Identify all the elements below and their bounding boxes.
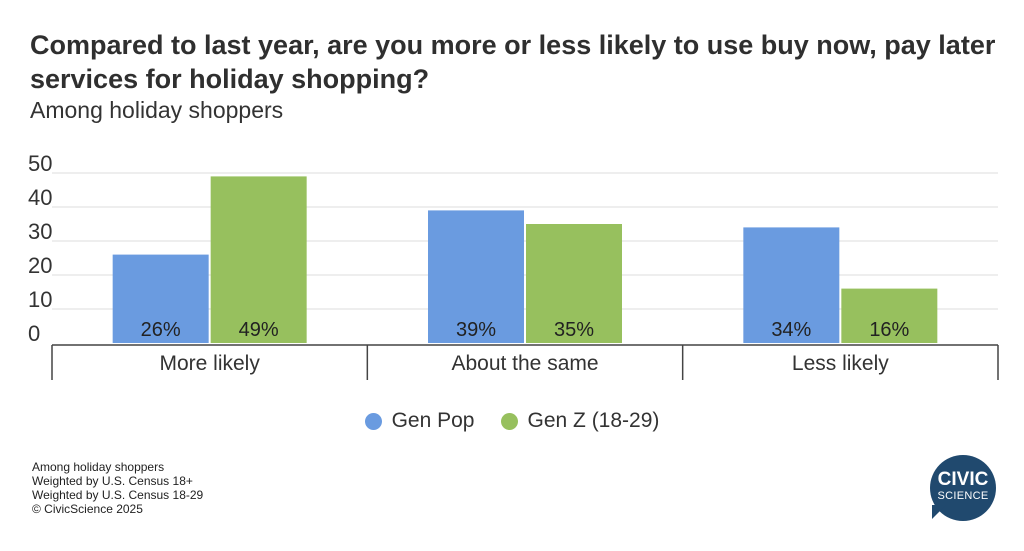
civicscience-logo: CIVIC SCIENCE: [930, 455, 996, 521]
data-label-gen-pop-0: 26%: [141, 319, 181, 341]
data-label-gen-pop-2: 34%: [771, 319, 811, 341]
y-tick-label-10: 10: [28, 287, 52, 312]
legend-label-gen-pop: Gen Pop: [391, 409, 475, 432]
data-label-gen-pop-1: 39%: [456, 319, 496, 341]
legend: Gen Pop Gen Z (18-29): [0, 409, 1024, 433]
bar-gen-z-18-29--2: [841, 288, 938, 343]
footnote-weight-18-29: Weighted by U.S. Census 18-29: [32, 488, 204, 502]
y-tick-label-50: 50: [28, 151, 52, 176]
x-tick-label-0: More likely: [159, 352, 260, 375]
bar-gen-pop-1: [428, 210, 524, 343]
bar-gen-pop-0: [112, 254, 209, 343]
x-tick-label-2: Less likely: [792, 352, 889, 375]
legend-item-gen-z: Gen Z (18-29): [500, 409, 660, 433]
footnote-sample: Among holiday shoppers: [32, 460, 165, 474]
y-tick-label-20: 20: [28, 253, 52, 278]
legend-label-gen-z: Gen Z (18-29): [527, 409, 660, 432]
footnote-copyright: © CivicScience 2025: [32, 502, 143, 516]
legend-swatch-gen-z: [500, 412, 518, 430]
y-tick-label-30: 30: [28, 219, 52, 244]
footnotes: Among holiday shoppers Weighted by U.S. …: [32, 460, 203, 516]
bar-chart: 0 10 20 30 40 50 More likely 26% 49% About the sa…: [28, 151, 999, 380]
logo-text-civic: CIVIC: [937, 469, 989, 490]
footnote-weight-18plus: Weighted by U.S. Census 18+: [32, 474, 193, 488]
legend-item-gen-pop: Gen Pop: [364, 409, 475, 433]
data-label-gen-z-18-29--1: 35%: [554, 319, 594, 341]
data-label-gen-z-18-29--2: 16%: [869, 319, 909, 341]
bar-gen-z-18-29--1: [526, 224, 622, 343]
bar-gen-z-18-29--0: [210, 176, 307, 343]
data-label-gen-z-18-29--0: 49%: [239, 319, 279, 341]
chart-subtitle: Among holiday shoppers: [30, 97, 284, 123]
logo-text-science: SCIENCE: [937, 490, 989, 502]
chart-title: Compared to last year, are you more or l…: [30, 30, 996, 94]
y-tick-label-40: 40: [28, 185, 52, 210]
bar-gen-pop-2: [743, 227, 840, 343]
x-tick-label-1: About the same: [451, 352, 598, 375]
logo-bubble-tail: [932, 505, 946, 519]
y-tick-label-0: 0: [28, 321, 40, 346]
legend-swatch-gen-pop: [364, 412, 382, 430]
